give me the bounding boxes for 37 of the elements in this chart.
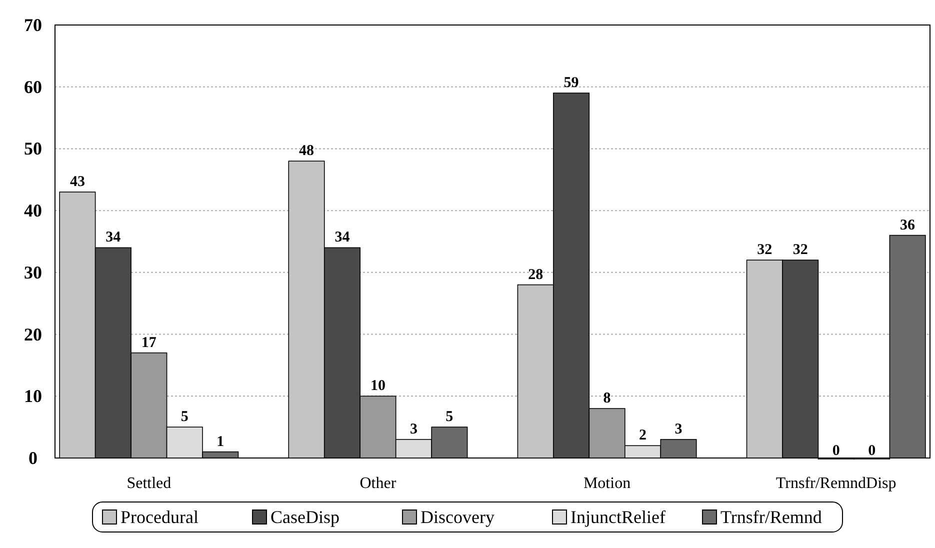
- data-label: 2: [639, 428, 647, 444]
- y-tick-label: 70: [24, 15, 42, 35]
- data-label: 5: [180, 409, 188, 426]
- data-label: 48: [299, 143, 314, 160]
- data-label: 0: [868, 443, 876, 459]
- data-label: 43: [70, 174, 85, 190]
- data-label: 36: [900, 217, 916, 234]
- data-label: 3: [410, 421, 418, 438]
- data-label: 8: [603, 390, 611, 407]
- y-tick-label: 30: [24, 262, 42, 282]
- data-label: 10: [370, 378, 386, 394]
- data-label: 1: [216, 434, 224, 450]
- legend-label: Procedural: [120, 507, 198, 527]
- data-label: 34: [106, 230, 122, 246]
- y-tick-label: 10: [24, 386, 42, 406]
- data-label: 17: [141, 334, 157, 351]
- x-tick-label: Motion: [583, 475, 631, 492]
- x-tick-label: Other: [360, 475, 397, 492]
- legend-label: CaseDisp: [270, 507, 340, 527]
- y-tick-label: 20: [24, 324, 42, 344]
- legend-label: Discovery: [420, 507, 494, 527]
- data-label: 3: [674, 421, 682, 438]
- data-label: 0: [832, 443, 840, 459]
- data-label: 5: [446, 409, 454, 426]
- data-label: 34: [334, 230, 350, 246]
- data-label: 59: [564, 75, 579, 92]
- y-tick-label: 0: [28, 448, 38, 468]
- data-label: 28: [528, 266, 544, 283]
- x-tick-label: Trnsfr/RemndDisp: [776, 475, 896, 492]
- data-label: 32: [792, 242, 808, 258]
- y-tick-label: 60: [24, 76, 42, 97]
- x-tick-label: Settled: [126, 475, 172, 492]
- legend-label: InjunctRelief: [570, 507, 666, 527]
- y-tick-label: 50: [24, 138, 42, 159]
- data-label: 32: [757, 242, 772, 258]
- y-tick-label: 40: [24, 200, 42, 221]
- legend-label: Trnsfr/Remnd: [720, 507, 822, 527]
